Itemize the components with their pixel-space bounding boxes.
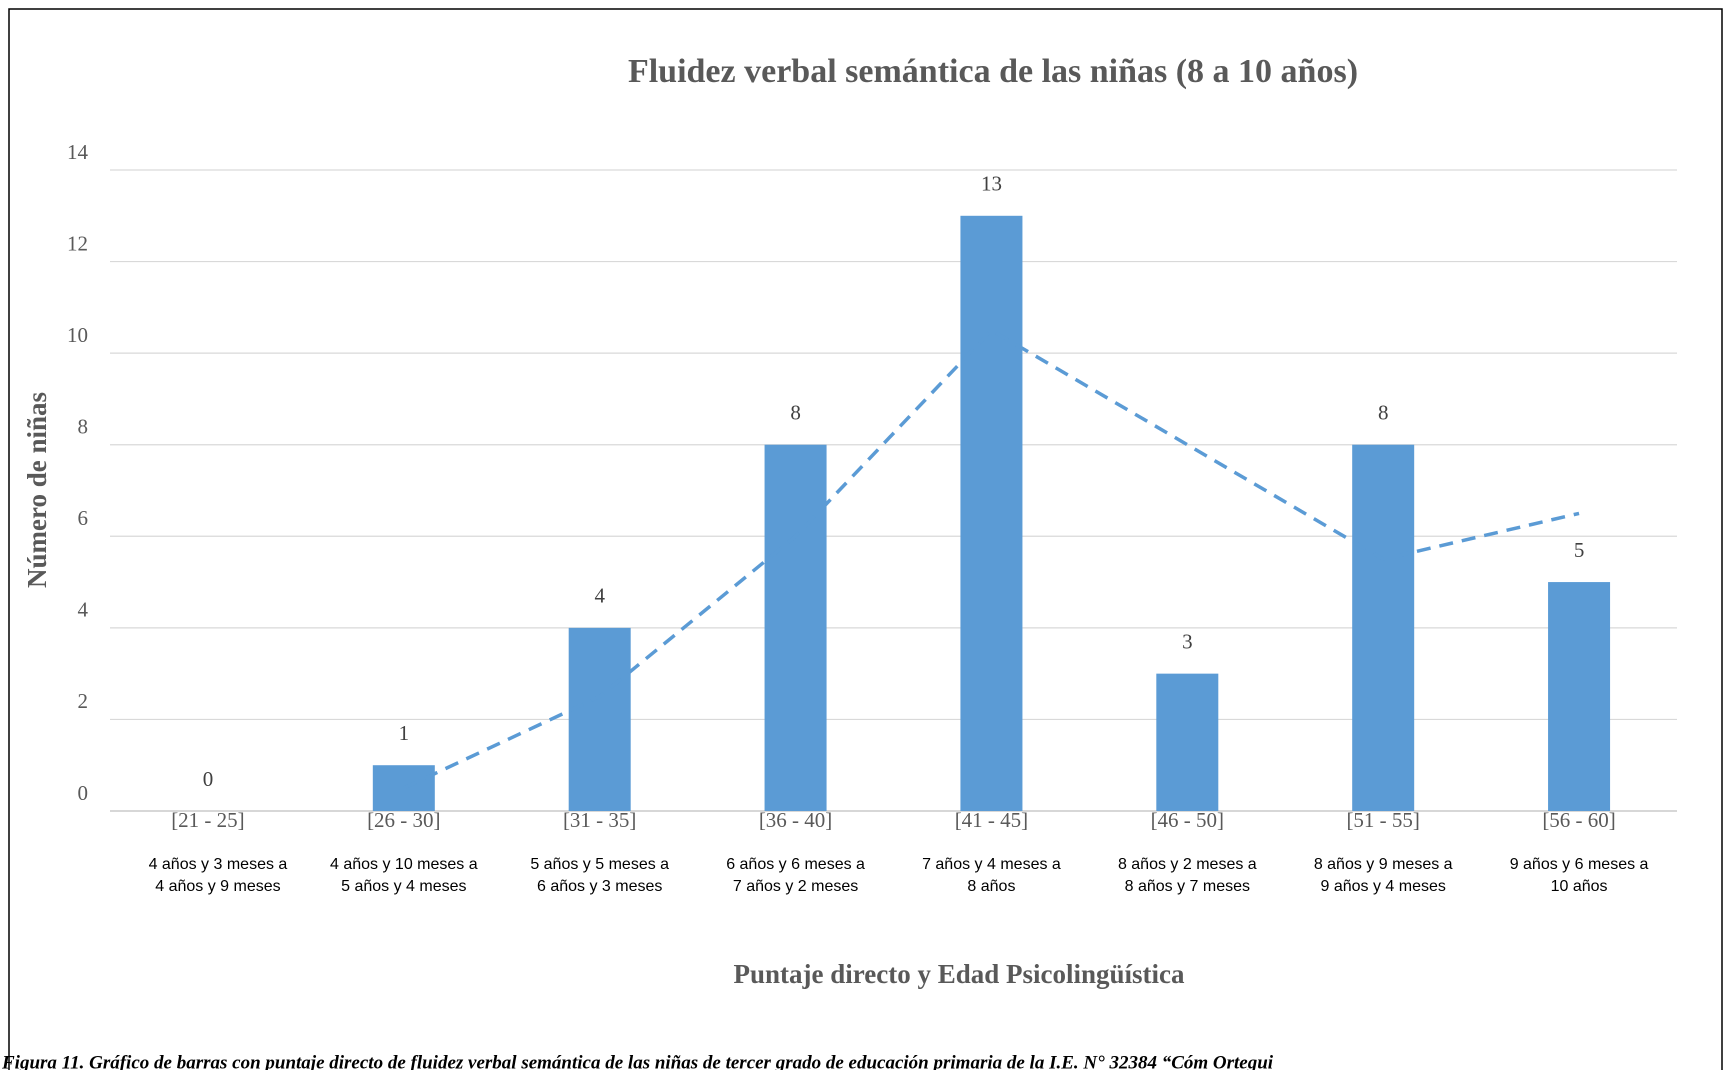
- x-sublabel: 9 años y 6 meses a: [1510, 856, 1649, 873]
- y-tick-label: 4: [78, 598, 89, 622]
- x-sublabel: 7 años y 2 meses: [733, 878, 858, 895]
- data-label: 8: [790, 401, 801, 425]
- y-tick-label: 6: [78, 506, 89, 530]
- x-tick-label: [26 - 30]: [367, 808, 440, 832]
- data-label: 3: [1182, 629, 1193, 653]
- x-sublabel: 6 años y 3 meses: [537, 878, 662, 895]
- x-sublabel: 8 años y 2 meses a: [1118, 856, 1257, 873]
- data-label: 8: [1378, 401, 1389, 425]
- x-sublabel: 7 años y 4 meses a: [922, 856, 1061, 873]
- trendline: [403, 328, 1580, 790]
- x-tick-label: [41 - 45]: [955, 808, 1028, 832]
- x-sublabel: 10 años: [1551, 878, 1608, 895]
- x-sublabel: 5 años y 4 meses: [341, 878, 466, 895]
- x-sublabel: 4 años y 10 meses a: [330, 856, 478, 873]
- bar: [764, 444, 827, 811]
- bar: [1156, 673, 1219, 811]
- x-sublabel: 6 años y 6 meses a: [726, 856, 865, 873]
- data-label: 13: [981, 172, 1002, 196]
- bar: [1352, 444, 1415, 811]
- x-tick-label: [31 - 35]: [563, 808, 636, 832]
- y-tick-label: 0: [78, 781, 89, 805]
- y-tick-label: 8: [78, 415, 89, 439]
- y-tick-label: 14: [67, 140, 89, 164]
- x-tick-label: [21 - 25]: [171, 808, 244, 832]
- y-axis-title: Número de niñas: [22, 392, 52, 588]
- x-tick-label: [46 - 50]: [1151, 808, 1224, 832]
- x-sublabel: 8 años y 9 meses a: [1314, 856, 1453, 873]
- caption: Figura 11. Gráfico de barras con puntaje…: [1, 1052, 1274, 1070]
- bar: [960, 215, 1023, 812]
- chart-title: Fluidez verbal semántica de las niñas (8…: [628, 53, 1358, 90]
- data-label: 1: [399, 721, 410, 745]
- x-sublabel: 4 años y 3 meses a: [149, 856, 288, 873]
- y-tick-label: 10: [67, 323, 88, 347]
- x-sublabel: 9 años y 4 meses: [1320, 878, 1445, 895]
- y-tick-label: 2: [78, 689, 89, 713]
- x-tick-label: [36 - 40]: [759, 808, 832, 832]
- bar: [1548, 582, 1611, 811]
- bar: [568, 627, 631, 811]
- x-sublabel: 8 años: [967, 878, 1015, 895]
- x-axis-title: Puntaje directo y Edad Psicolingüística: [733, 959, 1185, 989]
- y-tick-label: 12: [67, 231, 88, 255]
- x-sublabel: 8 años y 7 meses: [1125, 878, 1250, 895]
- x-sublabel: 4 años y 9 meses: [155, 878, 280, 895]
- data-label: 4: [594, 584, 605, 608]
- x-tick-label: [51 - 55]: [1346, 808, 1419, 832]
- x-tick-label: [56 - 60]: [1542, 808, 1615, 832]
- bar: [372, 765, 435, 811]
- x-sublabel: 5 años y 5 meses a: [530, 856, 669, 873]
- data-label: 5: [1574, 538, 1585, 562]
- chart-border: [8, 8, 1723, 1075]
- data-label: 0: [203, 767, 214, 791]
